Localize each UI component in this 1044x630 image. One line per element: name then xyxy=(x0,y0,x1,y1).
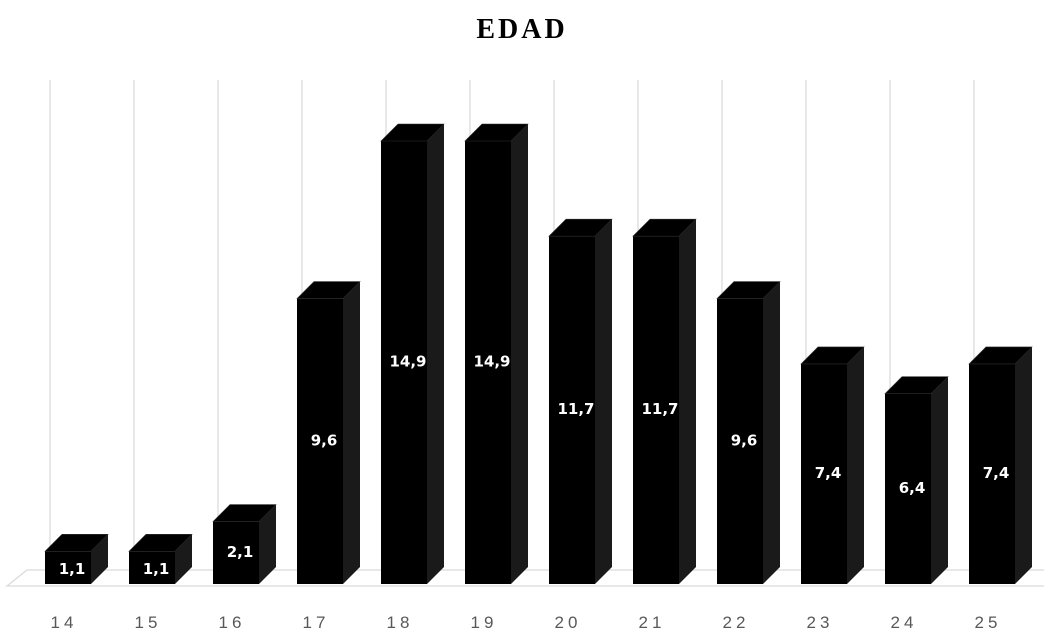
bar xyxy=(212,504,277,584)
x-tick-label: 25 xyxy=(975,613,1002,630)
x-tick-label: 17 xyxy=(303,613,330,630)
data-label: 7,4 xyxy=(815,464,842,482)
bar xyxy=(44,533,109,584)
bar xyxy=(716,281,781,584)
x-tick-label: 24 xyxy=(891,613,918,630)
bar xyxy=(884,376,949,584)
x-tick-label: 14 xyxy=(51,613,78,630)
data-label: 1,1 xyxy=(59,560,86,578)
bar xyxy=(632,218,697,585)
bar xyxy=(380,123,445,584)
data-label: 9,6 xyxy=(311,431,338,449)
data-label: 6,4 xyxy=(899,479,926,497)
bars xyxy=(44,123,1033,585)
x-tick-label: 16 xyxy=(219,613,246,630)
data-label: 11,7 xyxy=(557,400,594,418)
x-tick-label: 23 xyxy=(807,613,834,630)
bar xyxy=(968,346,1033,584)
x-tick-label: 15 xyxy=(135,613,162,630)
data-labels: 1,1 1,1 2,1 9,6 14,9 14,9 11,7 11,7 9,6 7,4 6,4 7,4 xyxy=(59,353,1010,579)
x-tick-label: 21 xyxy=(639,613,666,630)
x-axis-ticks: 14 15 16 17 18 19 20 21 22 23 24 25 xyxy=(51,613,1002,630)
data-label: 14,9 xyxy=(473,353,510,371)
data-label: 7,4 xyxy=(983,464,1010,482)
bar xyxy=(548,218,613,585)
bar xyxy=(296,281,361,584)
data-label: 2,1 xyxy=(227,543,254,561)
data-label: 11,7 xyxy=(641,400,678,418)
x-tick-label: 18 xyxy=(387,613,414,630)
bar xyxy=(464,123,529,584)
x-tick-label: 22 xyxy=(723,613,750,630)
x-tick-label: 20 xyxy=(555,613,582,630)
bar xyxy=(800,346,865,584)
data-label: 14,9 xyxy=(389,353,426,371)
x-tick-label: 19 xyxy=(471,613,498,630)
chart-title: EDAD xyxy=(476,14,568,45)
bar xyxy=(128,533,193,584)
data-label: 1,1 xyxy=(143,560,170,578)
data-label: 9,6 xyxy=(731,431,758,449)
